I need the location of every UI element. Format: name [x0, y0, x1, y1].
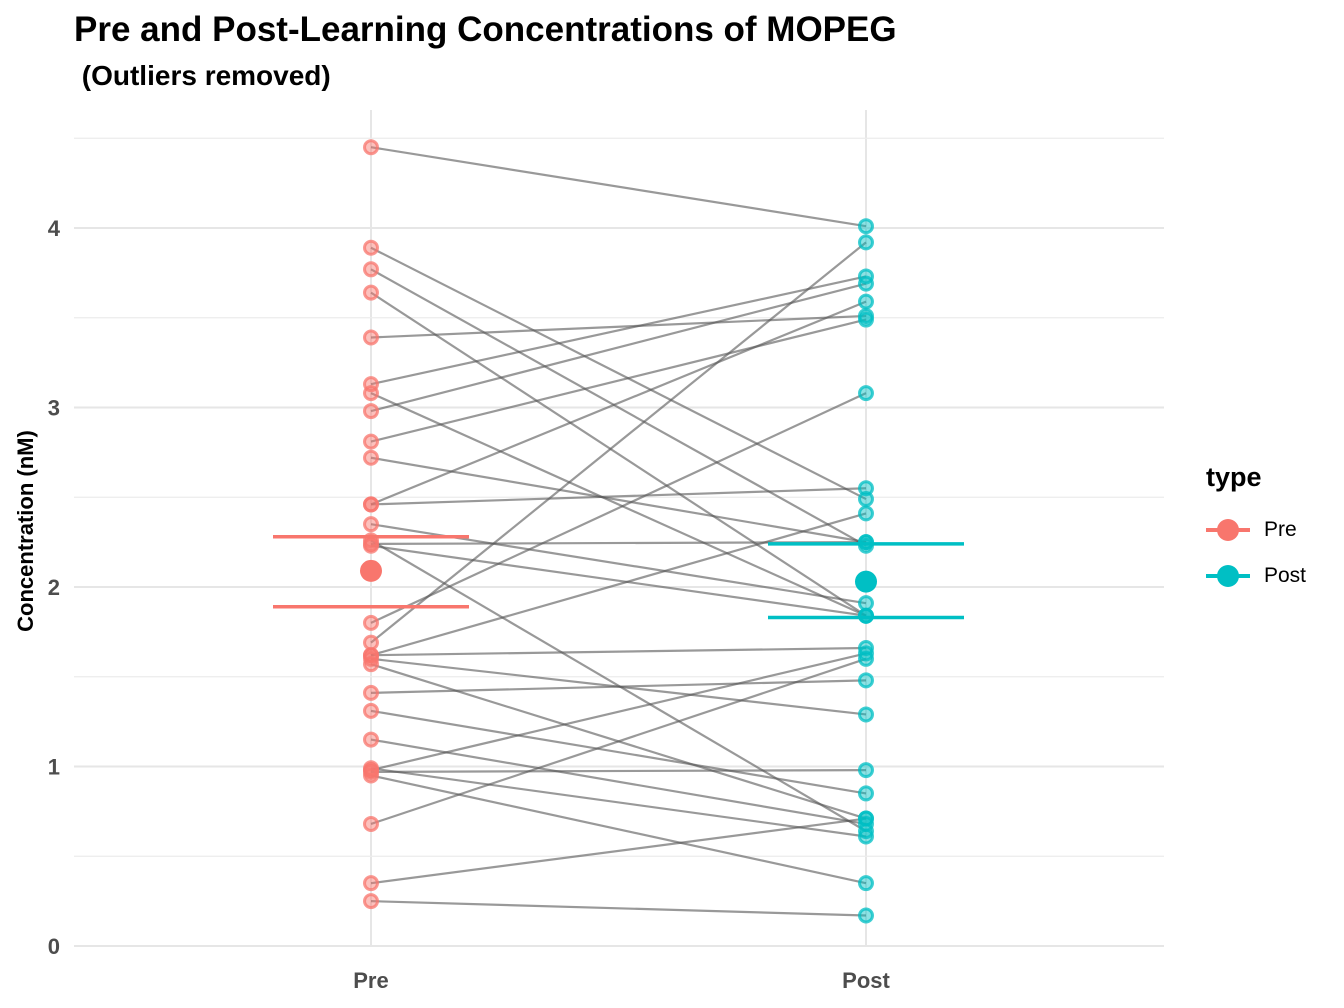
x-tick-label-post: Post [842, 968, 890, 993]
y-tick-label: 1 [48, 755, 60, 780]
data-point-pre [363, 684, 379, 701]
data-point-post [858, 875, 874, 892]
y-tick-label: 4 [48, 216, 61, 241]
data-point-pre [363, 875, 379, 892]
data-point-post [858, 785, 874, 802]
data-point-post [858, 534, 874, 551]
data-point-post [858, 762, 874, 779]
data-points [363, 139, 874, 924]
data-point-pre [363, 537, 379, 554]
pair-line [370, 767, 867, 838]
x-tick-label-pre: Pre [353, 968, 388, 993]
pair-line [370, 275, 867, 386]
pair-line [370, 544, 867, 617]
y-tick-label: 2 [48, 575, 60, 600]
data-point-post [858, 293, 874, 310]
data-point-post [858, 234, 874, 251]
pair-line [370, 392, 867, 617]
pair-line [370, 282, 867, 413]
pair-line [370, 318, 867, 443]
data-point-pre [363, 614, 379, 631]
data-point-post [858, 480, 874, 497]
pair-line [370, 487, 867, 506]
axis-ticks: 0 1 2 3 4 Pre Post [48, 216, 891, 993]
pair-line [370, 774, 867, 885]
pair-line [370, 768, 867, 773]
data-point-post [858, 311, 874, 328]
data-point-pre [363, 731, 379, 748]
pair-line [370, 314, 867, 339]
data-point-pre [363, 239, 379, 256]
data-point-pre [363, 284, 379, 301]
data-point-pre [363, 634, 379, 651]
data-point-pre [363, 403, 379, 420]
data-point-post [858, 828, 874, 845]
y-tick-label: 0 [48, 934, 60, 959]
legend: type Pre Post [1206, 462, 1306, 599]
data-point-pre [363, 329, 379, 346]
legend-label-pre: Pre [1264, 518, 1297, 541]
data-point-post [858, 218, 874, 235]
pair-line [370, 146, 867, 228]
summary-markers [273, 534, 964, 620]
data-point-post [858, 672, 874, 689]
pair-line [370, 900, 867, 917]
legend-item-pre: Pre [1206, 507, 1306, 553]
pair-line [370, 392, 867, 624]
data-point-post [858, 275, 874, 292]
legend-item-post: Post [1206, 553, 1306, 599]
pair-line [370, 246, 867, 501]
legend-key-pre-icon [1206, 515, 1250, 545]
data-point-pre [363, 449, 379, 466]
data-point-post [858, 907, 874, 924]
pair-line [370, 300, 867, 506]
data-point-pre [363, 767, 379, 784]
chart-subtitle: (Outliers removed) [74, 60, 331, 91]
data-point-pre [363, 261, 379, 278]
legend-label-post: Post [1264, 564, 1307, 587]
pair-lines [370, 146, 867, 917]
data-point-post [858, 607, 874, 624]
data-point-post [858, 706, 874, 723]
data-point-pre [363, 516, 379, 533]
pair-line [370, 512, 867, 657]
data-point-pre [363, 385, 379, 402]
data-point-pre [363, 893, 379, 910]
data-point-pre [363, 433, 379, 450]
mean-point-post [855, 570, 877, 593]
pair-line [370, 291, 867, 617]
pair-line [370, 817, 867, 885]
pair-line [370, 738, 867, 826]
data-point-post [858, 385, 874, 402]
data-point-post [858, 595, 874, 612]
data-point-pre [363, 496, 379, 513]
pair-line [370, 241, 867, 644]
pair-line [370, 679, 867, 695]
y-tick-label: 3 [48, 396, 60, 421]
grid-lines [74, 110, 1164, 947]
data-point-pre [363, 815, 379, 832]
data-point-post [858, 505, 874, 522]
data-point-post [858, 650, 874, 667]
pair-line [370, 646, 867, 657]
pair-line [370, 709, 867, 795]
chart-title: Pre and Post-Learning Concentrations of … [74, 10, 897, 49]
legend-title: type [1206, 462, 1262, 492]
data-point-post [858, 810, 874, 827]
data-point-pre [363, 702, 379, 719]
pair-line [370, 456, 867, 544]
mean-point-pre [360, 559, 382, 582]
pair-line [370, 657, 867, 825]
data-point-pre [363, 656, 379, 673]
pair-line [370, 268, 867, 547]
legend-key-post-icon [1206, 561, 1250, 591]
pair-line [370, 652, 867, 772]
data-point-pre [363, 139, 379, 156]
